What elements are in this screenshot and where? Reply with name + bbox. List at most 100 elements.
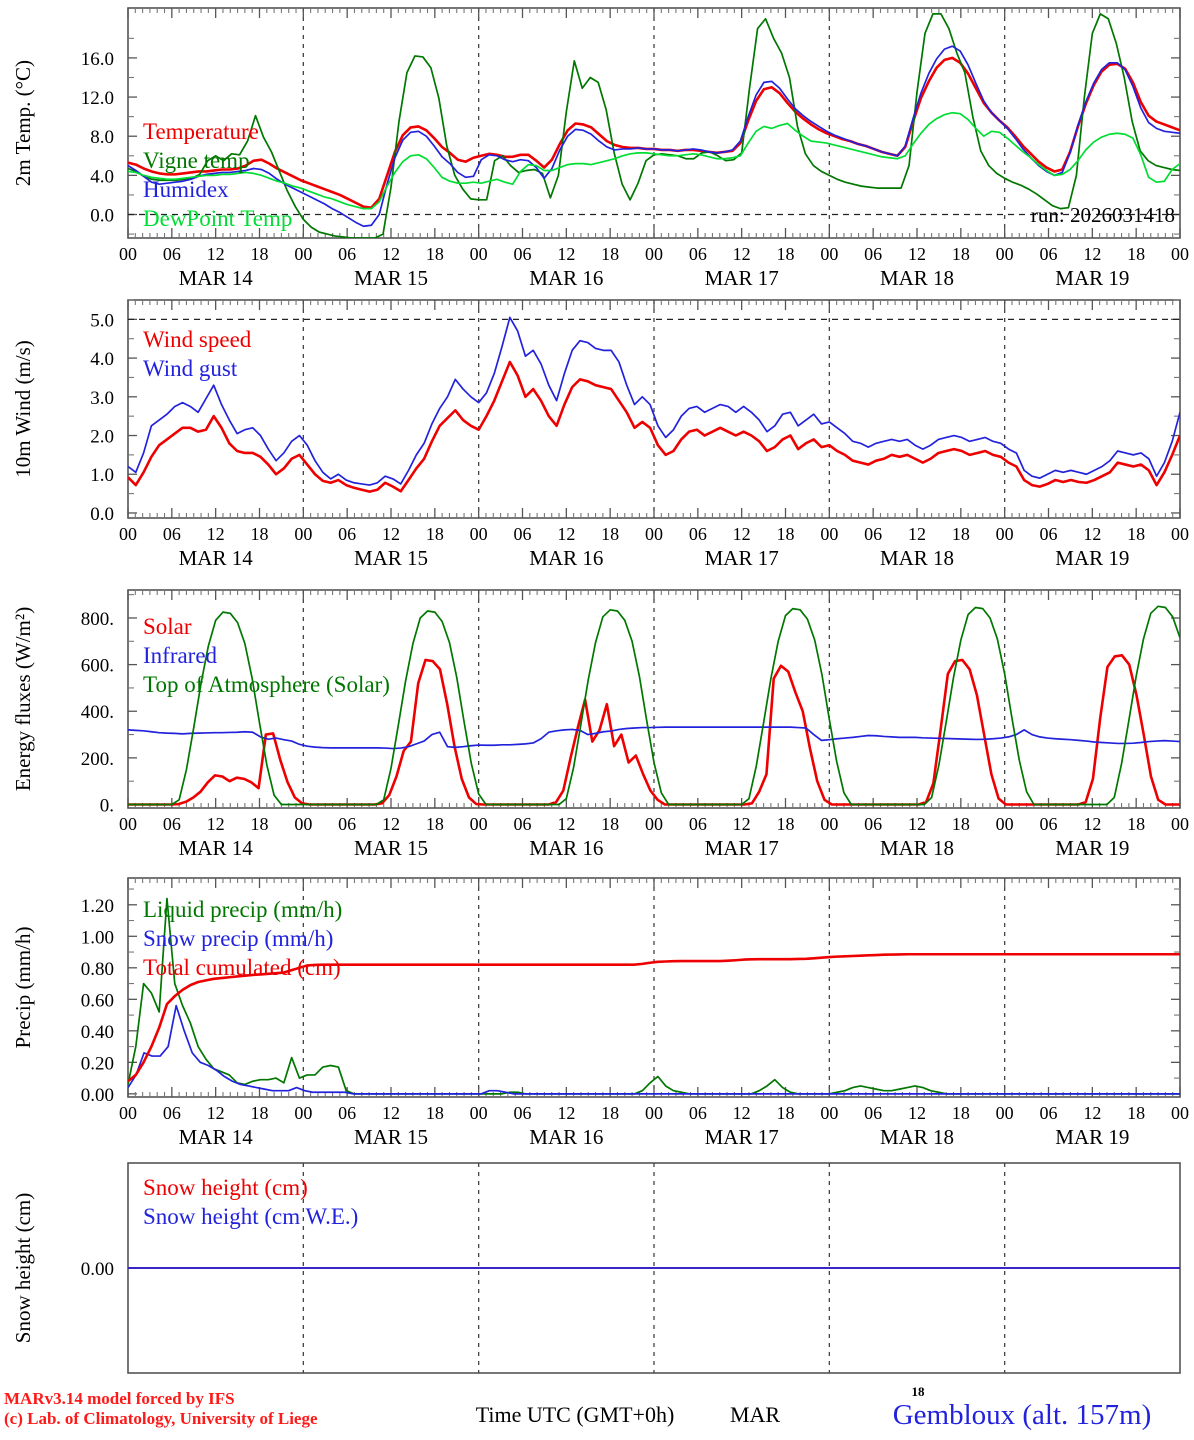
x-tick-label: 00: [996, 1103, 1014, 1123]
x-tick-label: 18: [601, 1103, 619, 1123]
x-tick-label: 18: [601, 814, 619, 834]
x-tick-label: 00: [820, 524, 838, 544]
y-tick-label: 0.: [100, 796, 114, 817]
legend-item-temperature-3: DewPoint Temp: [143, 206, 292, 231]
x-day-label: MAR 16: [529, 546, 603, 570]
x-day-label: MAR 15: [354, 1125, 428, 1149]
x-day-label: MAR 17: [705, 1125, 779, 1149]
x-tick-label: 00: [820, 814, 838, 834]
x-tick-label: 00: [1171, 524, 1189, 544]
x-tick-label: 00: [645, 524, 663, 544]
series-wind-gust: [128, 316, 1180, 486]
x-day-label: MAR 17: [705, 266, 779, 290]
x-tick-label: 00: [820, 1103, 838, 1123]
x-tick-label: 06: [338, 814, 356, 834]
x-tick-label: 18: [251, 244, 269, 264]
x-tick-label: 06: [338, 244, 356, 264]
x-tick-label: 12: [733, 814, 751, 834]
x-tick-label: 00: [820, 244, 838, 264]
panel-frame-temperature: [127, 7, 1181, 239]
x-tick-label: 12: [1083, 1103, 1101, 1123]
x-day-label: MAR 17: [705, 546, 779, 570]
x-day-label: MAR 14: [179, 546, 254, 570]
y-tick-label: 200.: [81, 749, 114, 770]
legend-item-snow_height-1: Snow height (cm W.E.): [143, 1204, 358, 1229]
x-tick-label: 06: [163, 1103, 181, 1123]
x-tick-label: 12: [557, 814, 575, 834]
x-tick-label: 12: [1083, 244, 1101, 264]
x-tick-label: 18: [777, 524, 795, 544]
x-tick-label: 06: [689, 244, 707, 264]
x-tick-label: 12: [1083, 814, 1101, 834]
x-tick-label: 06: [338, 1103, 356, 1123]
x-tick-label: 06: [1040, 1103, 1058, 1123]
legend-item-snow_height-0: Snow height (cm): [143, 1175, 308, 1200]
x-tick-label: 12: [1083, 524, 1101, 544]
x-tick-label: 00: [1171, 1103, 1189, 1123]
x-tick-label: 12: [557, 1103, 575, 1123]
x-tick-label: 18: [426, 524, 444, 544]
x-tick-label: 06: [514, 524, 532, 544]
x-day-label: MAR 15: [354, 836, 428, 860]
legend-item-precipitation-2: Total cumulated (cm): [143, 955, 341, 980]
x-tick-label: 00: [119, 1103, 137, 1123]
x-day-label: MAR 18: [880, 836, 954, 860]
x-tick-label: 06: [514, 1103, 532, 1123]
x-tick-label: 12: [382, 1103, 400, 1123]
x-tick-label: 00: [119, 244, 137, 264]
legend-item-precipitation-0: Liquid precip (mm/h): [143, 897, 342, 922]
x-tick-label: 00: [294, 1103, 312, 1123]
series-dewpoint-temp: [128, 111, 1180, 210]
y-axis-title-wind: 10m Wind (m/s): [11, 340, 35, 478]
x-tick-label: 18: [777, 814, 795, 834]
x-tick-label: 12: [557, 244, 575, 264]
x-tick-label: 00: [294, 814, 312, 834]
x-tick-label: 06: [864, 814, 882, 834]
footer-day-number: 18: [912, 1384, 926, 1399]
y-axis-title-temperature: 2m Temp. (°C): [11, 60, 35, 186]
y-tick-label: 800.: [81, 609, 114, 630]
y-axis-title-energy_fluxes: Energy fluxes (W/m²): [11, 607, 35, 791]
y-tick-label: 12.0: [81, 88, 114, 109]
x-tick-label: 18: [601, 244, 619, 264]
x-day-label: MAR 14: [179, 836, 254, 860]
run-label: run: 2026031418: [1031, 203, 1175, 227]
x-tick-label: 00: [645, 814, 663, 834]
x-tick-label: 06: [514, 814, 532, 834]
x-tick-label: 18: [251, 524, 269, 544]
x-day-label: MAR 15: [354, 266, 428, 290]
x-tick-label: 00: [470, 1103, 488, 1123]
x-tick-label: 18: [952, 1103, 970, 1123]
x-tick-label: 06: [864, 244, 882, 264]
x-tick-label: 18: [777, 1103, 795, 1123]
y-tick-label: 4.0: [90, 166, 114, 187]
x-tick-label: 06: [1040, 524, 1058, 544]
x-tick-label: 12: [733, 244, 751, 264]
footer-model-line: MARv3.14 model forced by IFS: [4, 1389, 235, 1408]
x-tick-label: 00: [119, 814, 137, 834]
legend-item-wind-1: Wind gust: [143, 356, 238, 381]
x-tick-label: 00: [996, 244, 1014, 264]
x-day-label: MAR 14: [179, 266, 254, 290]
legend-item-temperature-0: Temperature: [143, 119, 259, 144]
x-tick-label: 00: [294, 524, 312, 544]
legend-item-temperature-1: Vigne temp: [143, 148, 250, 173]
footer-copyright-line: (c) Lab. of Climatology, University of L…: [4, 1409, 318, 1428]
x-tick-label: 12: [733, 1103, 751, 1123]
y-tick-label: 600.: [81, 656, 114, 677]
x-tick-label: 06: [163, 524, 181, 544]
series-humidex: [128, 45, 1180, 228]
x-tick-label: 18: [952, 244, 970, 264]
x-tick-label: 12: [733, 524, 751, 544]
x-tick-label: 00: [996, 524, 1014, 544]
x-tick-label: 12: [908, 244, 926, 264]
x-tick-label: 06: [689, 1103, 707, 1123]
y-tick-label: 0.20: [81, 1053, 114, 1074]
x-tick-label: 00: [1171, 814, 1189, 834]
x-day-label: MAR 17: [705, 836, 779, 860]
legend-item-energy_fluxes-0: Solar: [143, 614, 192, 639]
y-tick-label: 0.80: [81, 959, 114, 980]
x-tick-label: 12: [382, 524, 400, 544]
y-tick-label: 0.0: [90, 206, 114, 227]
